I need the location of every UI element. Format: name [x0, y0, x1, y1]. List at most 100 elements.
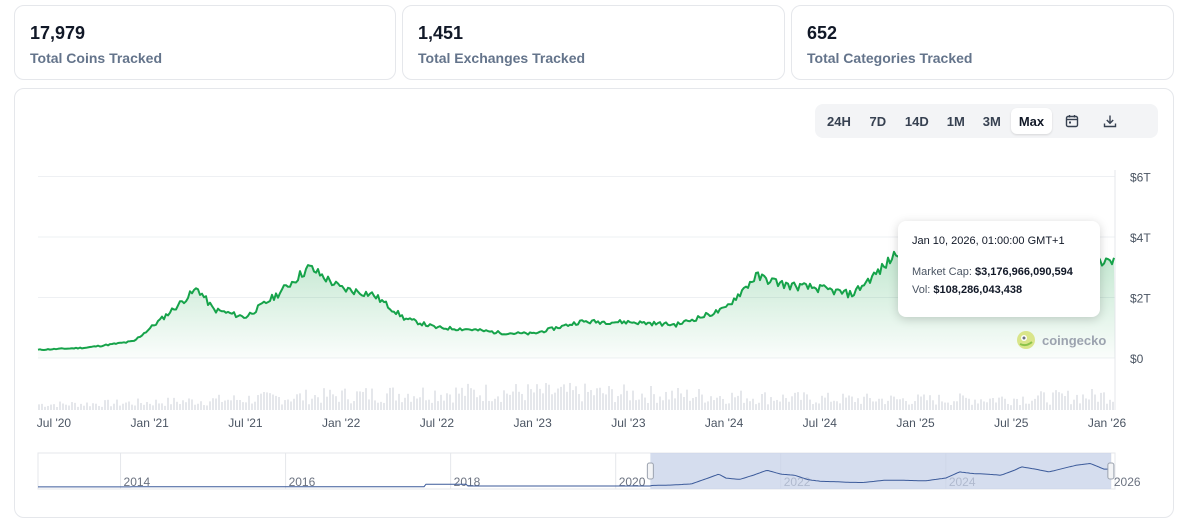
volume-bar — [695, 396, 697, 410]
x-tick-label: Jan '22 — [322, 416, 361, 430]
volume-bar — [566, 391, 568, 410]
volume-bar — [674, 398, 676, 410]
y-tick-label: $0 — [1130, 352, 1144, 366]
volume-bar — [584, 383, 586, 410]
range-button-24h[interactable]: 24H — [827, 113, 851, 129]
volume-bar — [740, 390, 742, 410]
volume-bar — [599, 387, 601, 410]
volume-bar — [944, 402, 946, 410]
download-button[interactable] — [1092, 108, 1128, 134]
navigator-handle[interactable] — [646, 462, 654, 480]
volume-bar — [203, 405, 205, 410]
volume-bar — [785, 398, 787, 410]
volume-bar — [263, 392, 265, 410]
y-axis-labels: $0 $2T $4T $6T — [1130, 171, 1151, 367]
volume-bar — [128, 401, 130, 410]
volume-bar — [317, 397, 319, 410]
volume-bar — [167, 397, 169, 410]
volume-bar — [1091, 388, 1093, 410]
tooltip-market-cap-value: $3,176,966,090,594 — [974, 266, 1073, 278]
volume-bar — [857, 398, 859, 410]
volume-bar — [1013, 398, 1015, 410]
volume-bar — [1037, 395, 1039, 410]
range-button-1m[interactable]: 1M — [946, 113, 965, 129]
volume-bar — [389, 387, 391, 410]
volume-bar — [1094, 394, 1096, 410]
volume-bar — [668, 399, 670, 410]
volume-bar — [1082, 394, 1084, 410]
volume-bar — [1028, 403, 1030, 410]
volume-bar — [770, 397, 772, 410]
volume-bar — [1058, 392, 1060, 410]
volume-bar — [332, 394, 334, 410]
volume-bar — [92, 403, 94, 410]
volume-bar — [905, 400, 907, 410]
range-button-7d[interactable]: 7D — [869, 113, 887, 129]
volume-bar — [170, 404, 172, 410]
navigator-selection[interactable] — [650, 453, 1111, 489]
volume-bar — [488, 400, 490, 410]
volume-bar — [533, 392, 535, 410]
range-button-3m[interactable]: 3M — [982, 113, 1001, 129]
volume-bar — [776, 399, 778, 410]
navigator-tick-label: 2020 — [619, 475, 646, 489]
volume-bar — [671, 390, 673, 410]
volume-bar — [824, 397, 826, 410]
navigator-tick-label: 2016 — [289, 475, 316, 489]
volume-bar — [137, 398, 139, 410]
x-tick-label: Jan '26 — [1088, 416, 1127, 430]
volume-bar — [848, 395, 850, 410]
volume-bar — [182, 400, 184, 410]
range-button-14d[interactable]: 14D — [904, 113, 929, 129]
volume-bar — [737, 395, 739, 410]
volume-bar — [626, 390, 628, 410]
stat-value: 652 — [807, 23, 838, 43]
volume-bar — [755, 404, 757, 410]
volume-bar — [920, 396, 922, 410]
volume-bar — [404, 397, 406, 410]
volume-bar — [500, 401, 502, 410]
volume-bar — [245, 402, 247, 410]
volume-bar — [506, 393, 508, 410]
range-navigator[interactable]: 2014201620182020202220242026 — [37, 452, 1141, 490]
volume-bar — [701, 394, 703, 410]
volume-bar — [794, 392, 796, 410]
volume-bar — [119, 405, 121, 410]
volume-bar — [1040, 391, 1042, 410]
volume-bar — [692, 398, 694, 410]
range-button-max[interactable]: Max — [1010, 108, 1053, 134]
volume-bar — [743, 402, 745, 410]
volume-bar — [749, 401, 751, 410]
volume-bar — [1046, 402, 1048, 410]
navigator-handle[interactable] — [1107, 462, 1115, 480]
volume-bar — [569, 382, 571, 410]
volume-bar — [866, 393, 868, 410]
stat-label: Total Coins Tracked — [30, 50, 162, 66]
calendar-button[interactable] — [1054, 108, 1090, 134]
volume-bar — [236, 399, 238, 410]
volume-bar — [416, 398, 418, 410]
volume-bar — [38, 404, 40, 410]
volume-bar — [653, 394, 655, 410]
volume-bar — [917, 394, 919, 410]
volume-bar — [455, 387, 457, 410]
volume-bar — [290, 401, 292, 410]
volume-bar — [365, 388, 367, 410]
volume-bar — [386, 393, 388, 410]
volume-bar — [641, 393, 643, 410]
volume-bar — [638, 399, 640, 410]
volume-bar — [266, 392, 268, 410]
volume-bar — [683, 396, 685, 410]
volume-bar — [983, 401, 985, 410]
volume-bar — [344, 388, 346, 410]
volume-bar — [62, 403, 64, 410]
volume-bar — [872, 401, 874, 410]
volume-bar — [308, 404, 310, 410]
volume-bar — [716, 397, 718, 410]
volume-bar — [722, 398, 724, 410]
volume-bar — [140, 403, 142, 410]
volume-bar — [116, 399, 118, 410]
volume-bar — [431, 402, 433, 410]
volume-bar — [698, 389, 700, 410]
volume-bar — [428, 399, 430, 410]
